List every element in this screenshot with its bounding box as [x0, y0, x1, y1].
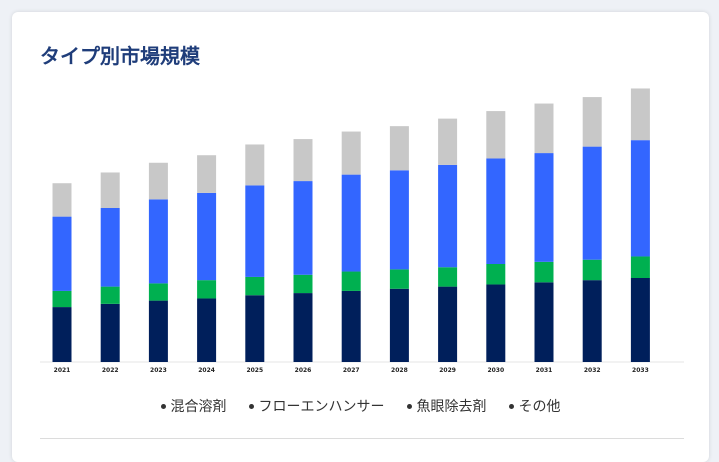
- bar-segment-2028-series-1[interactable]: [389, 269, 409, 289]
- x-tick-label: 2021: [54, 367, 71, 374]
- bar-segment-2021-series-2[interactable]: [52, 216, 72, 291]
- bar-segment-2025-series-1[interactable]: [245, 276, 265, 296]
- legend-bullet-icon: [406, 403, 412, 409]
- bar-segment-2021-series-1[interactable]: [52, 290, 72, 308]
- x-tick-label: 2027: [343, 367, 360, 374]
- bar-segment-2033-series-3[interactable]: [630, 88, 650, 141]
- bar-segment-2021-series-3[interactable]: [52, 183, 72, 217]
- bar-segment-2024-series-0[interactable]: [197, 298, 217, 362]
- legend-item-0[interactable]: 混合溶剤: [160, 396, 227, 416]
- stacked-bar-chart: 2021 2022 2023 2024 2025 2026 2027 2028 2029 2030…: [40, 88, 684, 374]
- x-tick-label: 2025: [246, 367, 263, 374]
- legend-label: 魚眼除去剤: [416, 399, 487, 415]
- bar-segment-2022-series-2[interactable]: [100, 208, 120, 287]
- bar-segment-2027-series-2[interactable]: [341, 174, 361, 272]
- legend-bullet-icon: [160, 403, 166, 409]
- bar-segment-2027-series-1[interactable]: [341, 271, 361, 291]
- x-tick-label: 2024: [198, 367, 215, 374]
- bar-segment-2031-series-1[interactable]: [534, 261, 554, 283]
- x-tick-label: 2026: [295, 367, 312, 374]
- bar-segment-2032-series-3[interactable]: [582, 97, 602, 147]
- bar-segment-2024-series-1[interactable]: [197, 280, 217, 299]
- legend-label: フローエンハンサー: [258, 399, 385, 415]
- chart-title: タイプ別市場規模: [40, 44, 200, 68]
- bar-segment-2027-series-0[interactable]: [341, 290, 361, 362]
- bar-segment-2031-series-2[interactable]: [534, 153, 554, 262]
- bar-segment-2027-series-3[interactable]: [341, 131, 361, 175]
- bar-segment-2025-series-2[interactable]: [245, 185, 265, 277]
- bar-segment-2033-series-1[interactable]: [630, 256, 650, 278]
- bar-segment-2026-series-2[interactable]: [293, 181, 313, 275]
- bar-segment-2033-series-0[interactable]: [630, 278, 650, 362]
- bar-segment-2032-series-2[interactable]: [582, 146, 602, 260]
- bar-segment-2022-series-3[interactable]: [100, 172, 120, 208]
- chart-legend: 混合溶剤 フローエンハンサー 魚眼除去剤 その他: [12, 396, 709, 416]
- bar-segment-2025-series-3[interactable]: [245, 144, 265, 186]
- bar-segment-2031-series-3[interactable]: [534, 103, 554, 154]
- bar-segment-2029-series-1[interactable]: [438, 267, 458, 287]
- legend-label: その他: [518, 399, 561, 415]
- card-divider: [40, 438, 684, 439]
- bar-segment-2029-series-0[interactable]: [438, 286, 458, 362]
- bar-segment-2029-series-2[interactable]: [438, 164, 458, 268]
- bar-segment-2026-series-1[interactable]: [293, 274, 313, 294]
- bar-segment-2028-series-0[interactable]: [389, 288, 409, 362]
- x-tick-label: 2031: [536, 367, 553, 374]
- bar-segment-2030-series-3[interactable]: [486, 111, 506, 159]
- x-tick-label: 2028: [391, 367, 408, 374]
- bar-segment-2023-series-2[interactable]: [148, 199, 168, 284]
- bar-segment-2025-series-0[interactable]: [245, 295, 265, 362]
- legend-item-2[interactable]: 魚眼除去剤: [406, 396, 487, 416]
- x-tick-label: 2029: [439, 367, 456, 374]
- legend-item-3[interactable]: その他: [508, 396, 561, 416]
- x-tick-label: 2022: [102, 367, 119, 374]
- x-tick-label: 2033: [632, 367, 649, 374]
- bar-segment-2021-series-0[interactable]: [52, 307, 72, 362]
- bar-segment-2026-series-3[interactable]: [293, 139, 313, 182]
- x-tick-label: 2032: [584, 367, 601, 374]
- bar-segment-2030-series-1[interactable]: [486, 264, 506, 285]
- legend-label: 混合溶剤: [170, 399, 227, 415]
- legend-bullet-icon: [248, 403, 254, 409]
- bar-segment-2023-series-1[interactable]: [148, 283, 168, 301]
- bar-segment-2029-series-3[interactable]: [438, 118, 458, 165]
- bar-segment-2033-series-2[interactable]: [630, 140, 650, 257]
- x-tick-label: 2023: [150, 367, 167, 374]
- bar-segment-2024-series-2[interactable]: [197, 192, 217, 281]
- bar-segment-2031-series-0[interactable]: [534, 282, 554, 362]
- bar-segment-2024-series-3[interactable]: [197, 155, 217, 193]
- bar-segment-2028-series-3[interactable]: [389, 126, 409, 171]
- bar-segment-2032-series-1[interactable]: [582, 259, 602, 281]
- bar-segment-2022-series-0[interactable]: [100, 303, 120, 362]
- bar-segment-2028-series-2[interactable]: [389, 170, 409, 270]
- x-tick-label: 2030: [487, 367, 504, 374]
- bar-segment-2030-series-2[interactable]: [486, 158, 506, 264]
- market-size-card: タイプ別市場規模 2021 2022 2023 2024 2025 2026 2027 202…: [12, 12, 709, 462]
- bar-segment-2032-series-0[interactable]: [582, 280, 602, 362]
- bar-segment-2023-series-0[interactable]: [148, 300, 168, 362]
- bar-segment-2030-series-0[interactable]: [486, 284, 506, 362]
- bar-segment-2026-series-0[interactable]: [293, 293, 313, 362]
- bar-segment-2023-series-3[interactable]: [148, 162, 168, 200]
- bar-segment-2022-series-1[interactable]: [100, 286, 120, 304]
- legend-item-1[interactable]: フローエンハンサー: [248, 396, 385, 416]
- legend-bullet-icon: [508, 403, 514, 409]
